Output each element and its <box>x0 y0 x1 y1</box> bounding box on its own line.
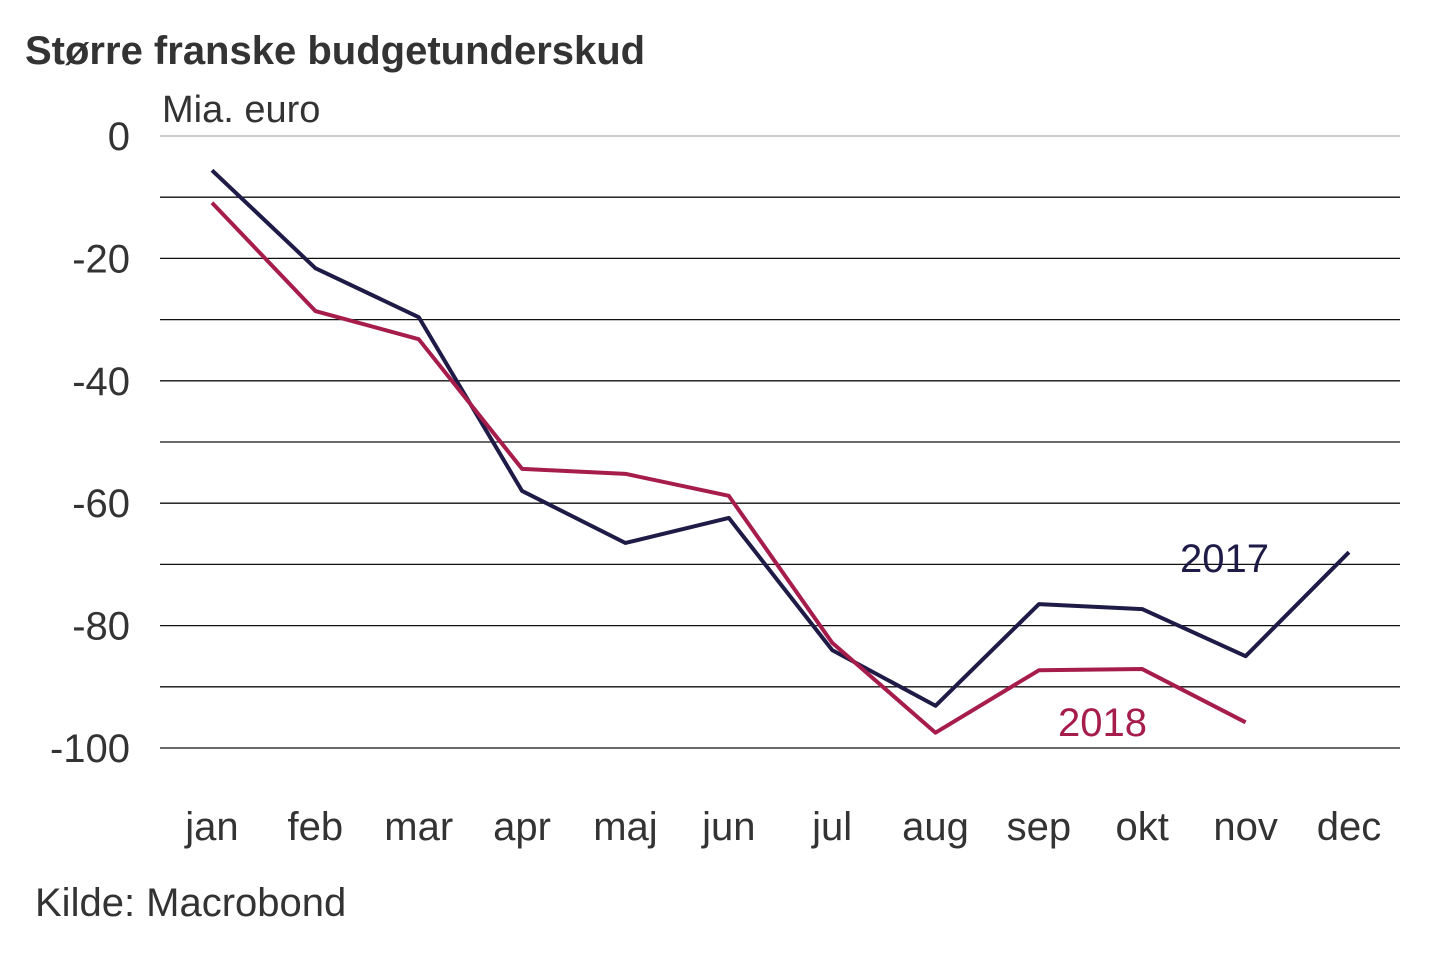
x-tick-label: aug <box>902 805 969 849</box>
x-axis-ticks: jan feb mar apr maj jun jul aug sep okt nov dec <box>184 805 1381 849</box>
x-tick-label: feb <box>288 805 344 849</box>
x-tick-label: jun <box>701 805 755 849</box>
x-tick-label: sep <box>1007 805 1072 849</box>
series-lines <box>210 168 1351 735</box>
x-tick-label: dec <box>1317 805 1382 849</box>
chart-title: Større franske budgetunderskud <box>25 29 645 73</box>
y-tick-label: -20 <box>72 237 130 281</box>
y-axis-unit-label: Mia. euro <box>162 89 320 131</box>
x-tick-label: okt <box>1116 805 1169 849</box>
x-tick-label: apr <box>493 805 551 849</box>
x-tick-label: maj <box>593 805 657 849</box>
y-axis-ticks: 0 -20 -40 -60 -80 -100 <box>50 115 130 771</box>
y-tick-label: -100 <box>50 727 130 771</box>
y-tick-label: -40 <box>72 360 130 404</box>
gridlines <box>160 135 1400 749</box>
x-tick-label: nov <box>1213 805 1278 849</box>
y-tick-label: -60 <box>72 482 130 526</box>
y-tick-label: 0 <box>108 115 130 159</box>
series-line-2018 <box>210 201 1247 735</box>
x-tick-label: mar <box>384 805 453 849</box>
y-tick-label: -80 <box>72 605 130 649</box>
source-note: Kilde: Macrobond <box>35 881 346 925</box>
series-label-2018: 2018 <box>1058 701 1147 745</box>
x-tick-label: jan <box>184 805 238 849</box>
series-label-2017: 2017 <box>1180 537 1269 581</box>
series-line-2017 <box>210 168 1351 708</box>
x-tick-label: jul <box>811 805 852 849</box>
